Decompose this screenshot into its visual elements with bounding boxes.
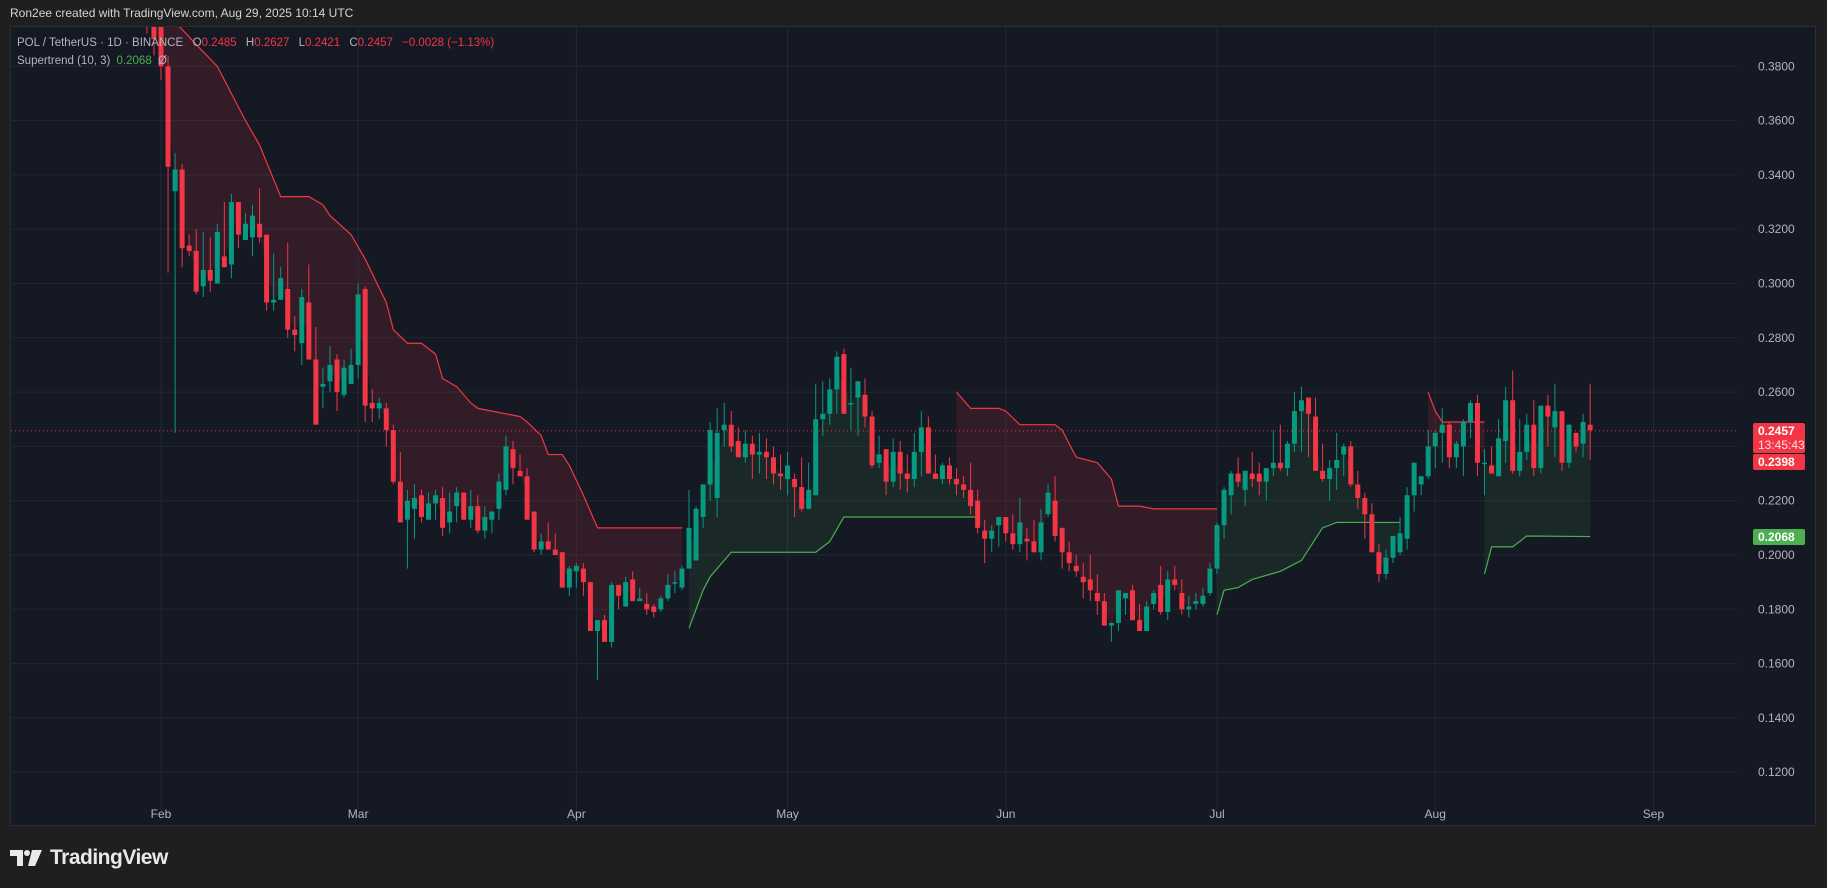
tradingview-logo[interactable]: TradingView [10,846,168,870]
chart-legend: POL / TetherUS · 1D · BINANCE O0.2485 H0… [17,34,497,70]
svg-text:0.2600: 0.2600 [1758,385,1795,399]
svg-text:Mar: Mar [348,807,369,821]
ohlc-low: L0.2421 [298,37,341,49]
bar-countdown: 13:45:43 [1758,438,1805,452]
svg-text:0.1400: 0.1400 [1758,711,1795,725]
indicator-title[interactable]: Supertrend (10, 3) [17,55,111,67]
svg-text:0.1800: 0.1800 [1758,602,1795,616]
svg-text:0.1200: 0.1200 [1758,765,1795,779]
svg-text:0.2000: 0.2000 [1758,548,1795,562]
supertrend-lower-tag: 0.2068 [1753,529,1805,545]
indicator-value: 0.2068 [116,55,152,67]
symbol-title[interactable]: POL / TetherUS · 1D · BINANCE [17,37,184,49]
svg-text:0.3200: 0.3200 [1758,222,1795,236]
brand-name: TradingView [50,846,168,869]
svg-text:0.2200: 0.2200 [1758,494,1795,508]
supertrend-upper-tag: 0.2398 [1753,454,1805,470]
svg-text:Aug: Aug [1425,807,1446,821]
indicator-extra: Ø [157,55,167,67]
indicator-row: Supertrend (10, 3) 0.2068 Ø [17,52,497,70]
svg-text:0.1600: 0.1600 [1758,657,1795,671]
svg-text:0.3600: 0.3600 [1758,114,1795,128]
svg-text:Jul: Jul [1209,807,1224,821]
svg-text:Feb: Feb [151,807,172,821]
svg-text:0.3000: 0.3000 [1758,277,1795,291]
ohlc-close: C0.2457 [349,37,393,49]
ohlc-open: O0.2485 [192,37,237,49]
svg-text:Sep: Sep [1643,807,1665,821]
symbol-row: POL / TetherUS · 1D · BINANCE O0.2485 H0… [17,34,497,52]
chart-credit: Ron2ee created with TradingView.com, Aug… [10,6,354,20]
svg-text:May: May [776,807,799,821]
ohlc-change: −0.0028 (−1.13%) [402,37,495,49]
svg-text:Jun: Jun [996,807,1015,821]
svg-text:0.2800: 0.2800 [1758,331,1795,345]
tradingview-logo-icon [10,850,42,866]
svg-text:0.3800: 0.3800 [1758,59,1795,73]
last-price-tag: 0.2457 13:45:43 [1753,423,1805,453]
svg-text:0.3400: 0.3400 [1758,168,1795,182]
svg-text:Apr: Apr [567,807,586,821]
ohlc-high: H0.2627 [245,37,290,49]
